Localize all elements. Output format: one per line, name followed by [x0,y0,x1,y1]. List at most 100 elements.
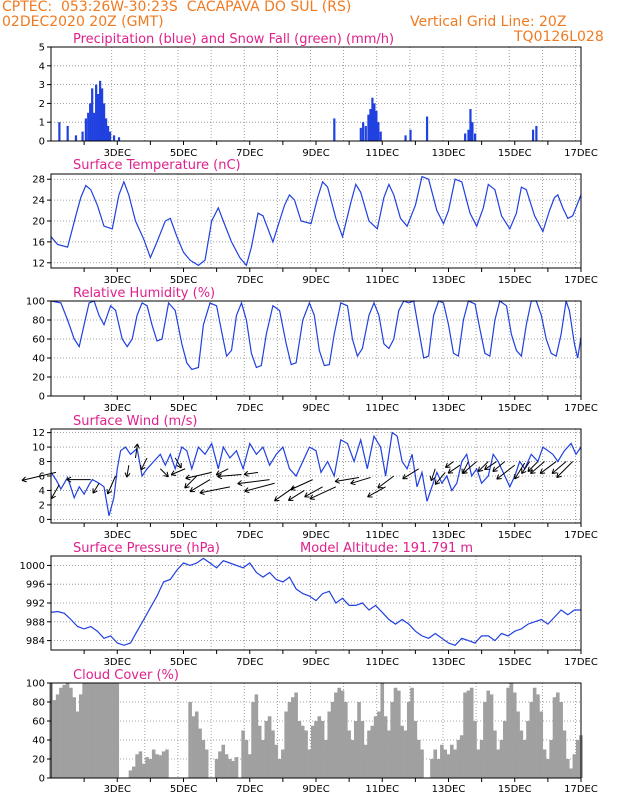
precip-bar [91,88,94,141]
panel-1: 12 16 20 24 28 3DEC 5DEC 7DEC 9DEC 11DEC 13DEC 15DE… [32,158,598,286]
y-tick-label: 40 [32,354,45,365]
x-tick-label: 17DEC [564,530,598,541]
precip-bar [369,109,372,141]
cloud-bar [191,716,196,778]
cloud-bar [509,683,514,778]
cloud-bar [320,721,325,778]
cloud-bar [499,740,504,778]
precip-bar [81,131,84,141]
wind-vector [50,484,60,499]
cloud-bar [95,683,100,778]
cloud-bar [397,690,401,778]
cloud-bar [529,702,534,778]
grid-line-header: Vertical Grid Line: 20Z [410,14,567,30]
cloud-bar [257,725,262,778]
wind-vector-head [402,474,408,480]
cloud-bar [519,730,524,778]
cloud-bar [327,711,332,778]
cloud-bar [274,744,279,778]
cloud-bar [347,730,351,778]
cloud-bar [565,759,570,778]
panel-title: Relative Humidity (%) [73,286,215,301]
panel-title: Cloud Cover (%) [73,668,179,683]
run-time-header: 02DEC2020 20Z (GMT) [2,14,164,30]
y-tick-label: 0 [39,515,45,526]
cloud-bar [291,697,295,778]
cloud-bar [287,702,292,778]
x-tick-label: 5DEC [170,530,197,541]
wind-vector-head [237,480,243,487]
wind-vector [496,464,516,480]
cloud-bar [224,754,229,778]
cloud-bar [463,692,467,778]
cloud-bar [79,694,83,778]
precip-bar [535,125,538,141]
x-tick-label: 9DEC [302,784,329,795]
wind-vector-head [434,479,441,485]
cloud-bar [420,749,424,778]
y-tick-label: 0 [39,137,45,148]
x-tick-label: 17DEC [564,148,598,159]
cloud-bar [390,702,394,778]
cloud-bar [406,702,411,778]
cloud-bar [62,684,67,778]
cloud-bar [353,721,358,778]
wind-vector-head [304,492,310,498]
precip-bar [373,103,376,141]
cloud-bar [410,687,414,778]
wind-vector [447,464,461,474]
cloud-bar [459,735,464,778]
cloud-bar [145,757,149,778]
precip-bar [371,97,374,141]
cloud-bar [473,721,477,778]
cloud-bar [453,749,457,778]
wind-vector-head [492,466,498,473]
y-tick-label: 3 [39,80,45,91]
cloud-bar [75,711,80,778]
precip-bar [359,127,362,141]
cloud-bar [98,683,103,778]
cloud-bar [204,749,209,778]
cloud-bar [314,721,318,778]
wind-vector-head [309,494,315,500]
wind-vector-head [429,475,436,482]
cloud-bar [277,759,282,778]
cloud-bar [486,690,491,778]
cloud-bar [132,766,136,778]
cloud-bar [330,702,335,778]
wind-vector [539,461,557,474]
y-tick-label: 0 [39,774,45,785]
cloud-bar [231,760,235,778]
wind-vector [430,468,436,481]
y-tick-label: 992 [26,599,45,610]
wind-vector-head [170,470,177,476]
cloud-bar [251,702,255,778]
wind-vector-head [176,462,182,469]
x-tick-label: 17DEC [564,403,598,414]
wind-vector [530,461,545,474]
cloud-bar [221,744,226,778]
wind-vector-head [539,468,546,475]
cloud-bar [575,740,580,778]
y-tick-label: 28 [32,175,45,186]
precip-bar [464,133,467,141]
cloud-bar [546,759,550,778]
cloud-bar [88,683,93,778]
wind-vector-head [551,468,558,475]
wind-vector-head [462,468,468,475]
x-tick-label: 5DEC [170,657,197,668]
wind-vector [159,468,169,478]
precip-bar [379,131,382,141]
cloud-bar [526,721,530,778]
precip-bar [404,135,407,141]
wind-vector-head [477,466,484,473]
y-tick-label: 996 [26,580,45,591]
model-altitude: Model Altitude: 191.791 m [300,541,473,556]
x-tick-label: 13DEC [432,148,466,159]
y-tick-label: 12 [32,428,45,439]
cloud-bar [317,716,322,778]
cloud-bar [234,757,239,778]
cloud-bar [69,687,73,778]
precip-bar [74,135,78,141]
cloud-bar [52,700,57,778]
